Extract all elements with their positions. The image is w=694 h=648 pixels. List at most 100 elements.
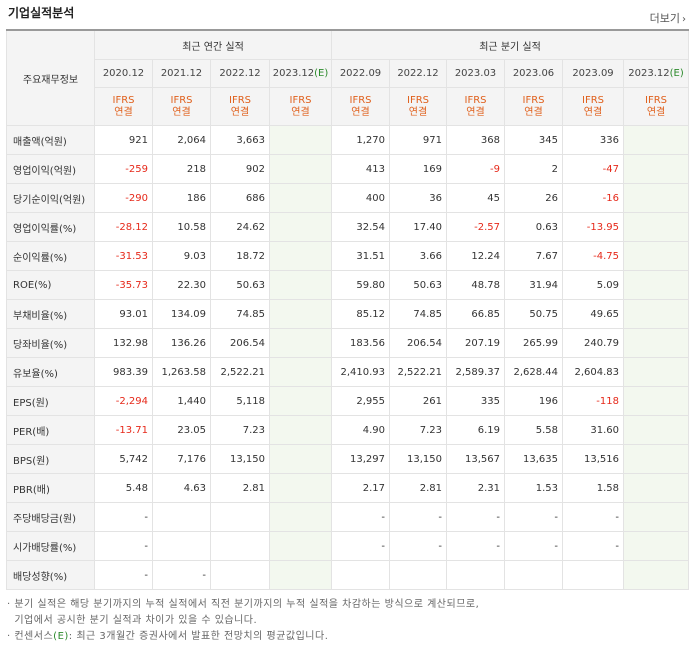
table-row: BPS(원) 5,742 7,176 13,150 13,297 13,150 13,567… [6,444,690,474]
row-label: ROE(%) [6,270,95,300]
financial-table: 주요재무정보 최근 연간 실적 최근 분기 실적 2020.12 2021.12 2… [6,29,690,590]
table-cell [622,212,690,242]
table-cell: 48.78 [446,270,505,300]
table-cell [269,415,332,445]
table-cell: 983.39 [94,357,153,387]
table-cell [622,328,690,358]
table-cell: 134.09 [152,299,211,329]
more-label: 더보기 [649,12,680,25]
table-cell: 26 [504,183,563,213]
table-cell: 13,516 [562,444,624,474]
year-header: 2022.12 [389,59,447,88]
ifrs-header: IFRS 연결 [562,87,624,126]
table-cell: 206.54 [389,328,447,358]
row-label: BPS(원) [6,444,95,474]
table-cell: 2.17 [331,473,390,503]
table-cell: - [504,531,563,561]
table-cell [504,560,563,590]
table-cell [269,502,332,532]
table-cell: 22.30 [152,270,211,300]
table-cell: 59.80 [331,270,390,300]
table-cell: 50.75 [504,299,563,329]
note-line: · 컨센서스(E): 최근 3개월간 증권사에서 발표한 전망치의 평균값입니다… [7,631,329,642]
more-link[interactable]: 더보기 › [650,10,686,26]
ifrs-header: IFRS 연결 [389,87,447,126]
year-header: 2022.12 [210,59,270,88]
table-cell [622,386,690,416]
table-row: 당기순이익(억원) -290 186 686 400 36 45 26 -16 [6,183,690,213]
table-row: 주당배당금(원) - - - - - - [6,502,690,532]
table-cell: 24.62 [210,212,270,242]
ifrs-header: IFRS 연결 [94,87,153,126]
header-label: 주요재무정보 [6,29,95,126]
table-row: 매출액(억원) 921 2,064 3,663 1,270 971 368 345 336 [6,125,690,155]
table-row: 순이익률(%) -31.53 9.03 18.72 31.51 3.66 12.24 7.67… [6,241,690,271]
table-cell: 345 [504,125,563,155]
table-cell [269,241,332,271]
table-cell [269,183,332,213]
table-cell: 32.54 [331,212,390,242]
table-cell: 1,440 [152,386,211,416]
table-cell [210,502,270,532]
table-cell [622,299,690,329]
table-row: 당좌비율(%) 132.98 136.26 206.54 183.56 206.54 207… [6,328,690,358]
table-cell: 132.98 [94,328,153,358]
table-cell: 368 [446,125,505,155]
table-cell: 2,628.44 [504,357,563,387]
quarter-group-header: 최근 분기 실적 [330,29,690,60]
table-cell: -9 [446,154,505,184]
table-cell [622,415,690,445]
row-label: PER(배) [6,415,95,445]
table-cell: 218 [152,154,211,184]
table-cell: 2 [504,154,563,184]
table-row: 시가배당률(%) - - - - - - [6,531,690,561]
table-cell: 186 [152,183,211,213]
table-cell: -13.95 [562,212,624,242]
table-row: EPS(원) -2,294 1,440 5,118 2,955 261 335 196 -118 [6,386,690,416]
table-cell [622,154,690,184]
table-cell: 9.03 [152,241,211,271]
table-cell: 7.23 [389,415,447,445]
table-cell: 5.58 [504,415,563,445]
table-cell [622,125,690,155]
table-cell: - [562,531,624,561]
table-cell [269,357,332,387]
table-cell: 7.67 [504,241,563,271]
table-row: PER(배) -13.71 23.05 7.23 4.90 7.23 6.19 5.58 31.… [6,415,690,445]
year-header: 2023.06 [504,59,563,88]
year-header: 2022.09 [331,59,390,88]
table-cell: - [94,502,153,532]
table-cell: 31.94 [504,270,563,300]
row-label: PBR(배) [6,473,95,503]
table-cell: -47 [562,154,624,184]
table-cell: 66.85 [446,299,505,329]
table-cell [269,154,332,184]
table-cell: 49.65 [562,299,624,329]
table-cell: -2,294 [94,386,153,416]
table-cell: 335 [446,386,505,416]
row-label: 매출액(억원) [6,125,95,155]
table-cell: 13,635 [504,444,563,474]
table-cell [269,560,332,590]
table-cell: -2.57 [446,212,505,242]
year-header: 2023.09 [562,59,624,88]
table-cell: 2,522.21 [389,357,447,387]
row-label: 부채비율(%) [6,299,95,329]
table-cell: - [94,531,153,561]
table-cell: 2,589.37 [446,357,505,387]
table-cell: 261 [389,386,447,416]
table-cell: 4.90 [331,415,390,445]
table-cell [269,473,332,503]
table-row: 배당성향(%) - - [6,560,690,590]
table-cell [331,560,390,590]
table-cell: 2,522.21 [210,357,270,387]
table-cell: 207.19 [446,328,505,358]
table-cell: - [389,502,447,532]
table-cell: 336 [562,125,624,155]
table-cell: -118 [562,386,624,416]
table-cell: 2.81 [210,473,270,503]
year-header: 2023.12(E) [269,59,332,88]
table-row: 부채비율(%) 93.01 134.09 74.85 85.12 74.85 66.85 50… [6,299,690,329]
row-label: 당기순이익(억원) [6,183,95,213]
table-cell [269,212,332,242]
